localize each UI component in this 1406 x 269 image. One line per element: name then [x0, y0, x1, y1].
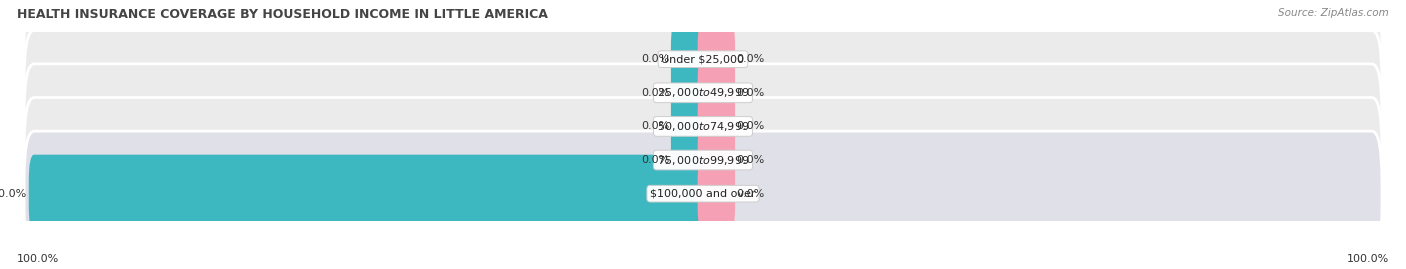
FancyBboxPatch shape	[24, 30, 1382, 155]
Text: 100.0%: 100.0%	[17, 254, 59, 264]
FancyBboxPatch shape	[28, 155, 709, 233]
Text: HEALTH INSURANCE COVERAGE BY HOUSEHOLD INCOME IN LITTLE AMERICA: HEALTH INSURANCE COVERAGE BY HOUSEHOLD I…	[17, 8, 548, 21]
Text: $25,000 to $49,999: $25,000 to $49,999	[657, 86, 749, 99]
Text: 0.0%: 0.0%	[641, 54, 669, 64]
Text: 0.0%: 0.0%	[641, 88, 669, 98]
Text: 0.0%: 0.0%	[737, 54, 765, 64]
Text: 0.0%: 0.0%	[641, 121, 669, 132]
FancyBboxPatch shape	[671, 121, 709, 199]
FancyBboxPatch shape	[697, 20, 735, 98]
FancyBboxPatch shape	[24, 0, 1382, 122]
Text: $100,000 and over: $100,000 and over	[650, 189, 756, 199]
Text: $75,000 to $99,999: $75,000 to $99,999	[657, 154, 749, 167]
FancyBboxPatch shape	[671, 87, 709, 165]
Text: 0.0%: 0.0%	[737, 189, 765, 199]
Text: Source: ZipAtlas.com: Source: ZipAtlas.com	[1278, 8, 1389, 18]
FancyBboxPatch shape	[697, 87, 735, 165]
Text: 100.0%: 100.0%	[0, 189, 28, 199]
Text: Under $25,000: Under $25,000	[661, 54, 745, 64]
FancyBboxPatch shape	[697, 155, 735, 233]
Text: 0.0%: 0.0%	[737, 88, 765, 98]
FancyBboxPatch shape	[671, 54, 709, 132]
Text: 0.0%: 0.0%	[641, 155, 669, 165]
Text: $50,000 to $74,999: $50,000 to $74,999	[657, 120, 749, 133]
Text: 0.0%: 0.0%	[737, 121, 765, 132]
FancyBboxPatch shape	[24, 97, 1382, 222]
FancyBboxPatch shape	[24, 131, 1382, 256]
FancyBboxPatch shape	[24, 64, 1382, 189]
Text: 100.0%: 100.0%	[1347, 254, 1389, 264]
FancyBboxPatch shape	[697, 121, 735, 199]
FancyBboxPatch shape	[697, 54, 735, 132]
Text: 0.0%: 0.0%	[737, 155, 765, 165]
FancyBboxPatch shape	[671, 20, 709, 98]
